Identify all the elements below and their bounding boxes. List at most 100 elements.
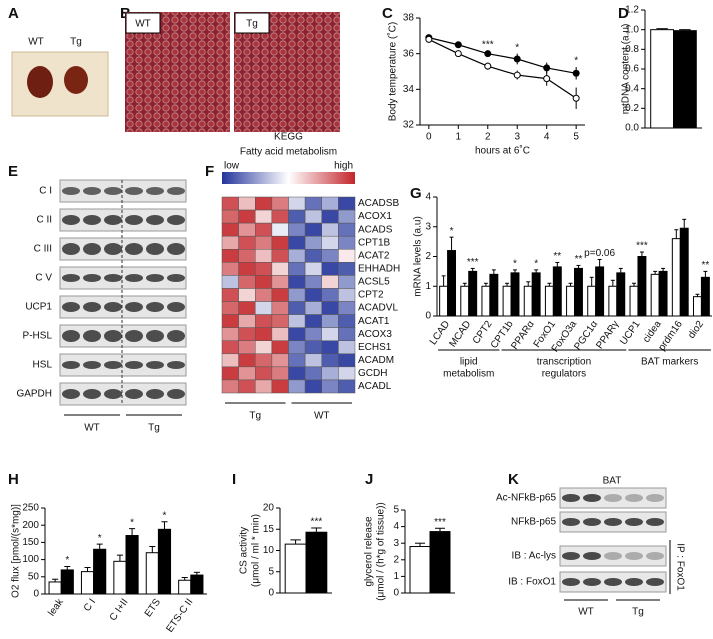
heatmap-cell [288,288,306,302]
blot [59,382,187,406]
marker [454,50,462,58]
heatmap-cell [221,288,239,302]
blot-band [146,389,164,399]
bar [700,276,710,317]
blot-band [625,552,643,560]
bar [531,272,541,317]
blot-band [125,243,143,255]
annotation: *** [434,517,446,528]
row-label: ECHS1 [358,342,392,353]
x-tick-label: 5 [573,132,579,143]
marker [572,94,580,102]
marker [513,71,521,79]
heatmap-cell [338,366,356,381]
heatmap-cell [238,327,256,341]
bar [113,560,127,595]
blot [559,487,667,509]
blot-band [125,302,143,312]
blot-label: C III [34,244,52,255]
bar [178,579,192,595]
x-tick-label: 4 [544,132,550,143]
panel-letter: G [410,185,422,202]
heatmap-cell [255,209,273,224]
bar [523,285,533,317]
heatmap-cell [221,249,239,263]
heatmap-cell [221,327,239,341]
row-label: ACOX1 [358,211,392,222]
blot-band [125,215,143,225]
y-tick-label: 0 [268,588,274,599]
blot-band [83,274,101,282]
blot-label: IB : Ac-lys [512,551,556,562]
y-tick-label: 0.8 [625,44,639,55]
heatmap-cell [288,366,306,381]
blot-band [167,389,185,399]
heatmap-cell [238,301,256,315]
histology-label: Tg [246,19,258,30]
heatmap-cell [338,340,356,355]
heatmap-cell [288,209,306,224]
y-tick-label: 0.4 [625,83,639,94]
x-tick-label: PPARγ [594,319,621,351]
heatmap-cell [255,262,273,276]
heatmap-cell [304,235,322,250]
bar [637,256,647,317]
organ [64,66,88,94]
blot-band [625,578,643,586]
heatmap-cell [238,379,256,394]
heatmap-cell [321,275,339,289]
annotation: * [163,510,167,521]
blot-band [125,274,143,282]
row-label: ACADSB [358,198,399,209]
blot-label: C V [35,273,52,284]
blot-band [562,494,580,502]
blot-band [604,552,622,560]
blot-band [146,187,164,195]
y-tick-label: 36 [403,48,415,59]
blot-band [646,494,664,502]
heatmap-cell [255,249,273,263]
blot-label: C I [39,186,52,197]
annotation: ** [701,260,709,271]
y-tick-label: 2 [393,554,399,565]
bar [595,266,605,317]
y-axis-label: mRNA levels (a.u) [413,216,424,297]
blot-band [83,330,101,342]
heatmap-cell [238,340,256,355]
heatmap-cell [304,301,322,315]
y-tick-label: 3 [393,538,399,549]
blot-band [125,389,143,399]
x-tick-label: 2 [485,132,491,143]
marker [484,62,492,70]
blot-band [83,243,101,255]
heatmap-cell [304,222,322,237]
blot-band [62,274,80,282]
bar [468,270,478,317]
heatmap-cell [338,379,356,394]
blot-label: GAPDH [16,389,52,400]
blot-band [146,274,164,282]
panel-letter: F [205,163,214,180]
y-tick-label: 0.6 [625,64,639,75]
x-tick-label: ETS-C II [164,597,195,635]
group-label: WT [84,423,100,434]
blot-band [62,389,80,399]
x-tick-label: MCAD [447,319,473,349]
marker [513,55,521,63]
heatmap-cell [321,196,339,211]
y-tick-label: 3 [425,221,431,232]
blot-band [562,552,580,560]
bar [510,272,520,317]
blot-band [125,361,143,369]
heatmap-cell [338,275,356,289]
x-tick-label: leak [46,596,66,618]
blot-band [167,361,185,369]
heatmap-cell [304,366,322,381]
heatmap-cell [238,314,256,328]
y-tick-label: 100 [22,554,39,565]
panel-letter: A [8,5,19,22]
marker [484,50,492,58]
heatmap-cell [255,379,273,394]
blot-band [167,187,185,195]
